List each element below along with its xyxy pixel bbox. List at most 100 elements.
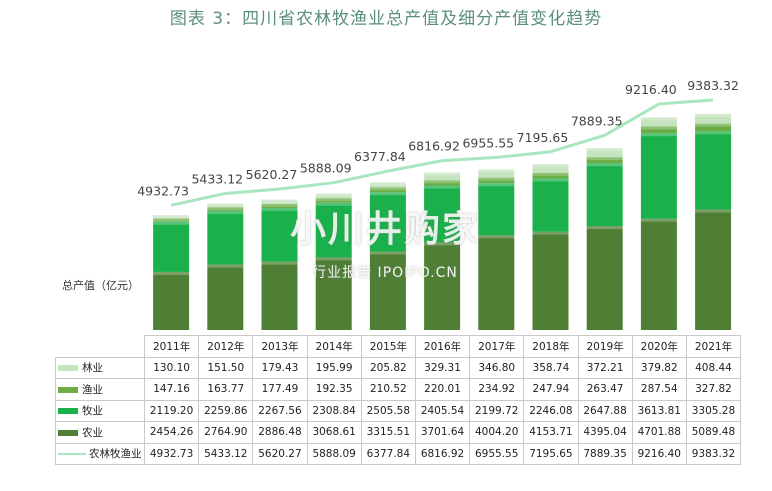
table-cell-agriculture-10: 5089.48 xyxy=(685,421,742,444)
table-cell-fishery-4: 210.52 xyxy=(360,378,416,401)
total-data-label-5: 6816.92 xyxy=(408,139,460,154)
legend-label-fishery: 渔业 xyxy=(82,383,103,396)
legend-label-livestock: 牧业 xyxy=(82,405,103,418)
bar-cap-forestry-5 xyxy=(424,172,461,176)
bar-cap-forestry-1 xyxy=(207,203,244,207)
bar-cap-livestock-0 xyxy=(153,221,190,225)
bar-cap-forestry-2 xyxy=(261,199,298,203)
table-cell-forestry-8: 372.21 xyxy=(577,356,633,379)
table-cell-total_line-7: 7195.65 xyxy=(523,442,579,465)
year-header-6: 2017年 xyxy=(469,335,525,358)
table-row-total_line: 农林牧渔业 4932.73 5433.12 5620.27 5888.09 6377.84… xyxy=(55,442,742,465)
table-cell-fishery-7: 247.94 xyxy=(523,378,579,401)
table-cell-total_line-1: 5433.12 xyxy=(198,442,254,465)
table-cell-agriculture-0: 2454.26 xyxy=(143,421,200,444)
table-cell-livestock-2: 2267.56 xyxy=(252,399,308,422)
bar-cap-forestry-7 xyxy=(532,164,569,168)
bar-cap-forestry-3 xyxy=(315,193,352,197)
bar-forestry-7 xyxy=(532,164,569,173)
bar-forestry-2 xyxy=(261,199,298,204)
bar-agriculture-8 xyxy=(586,226,623,330)
bar-cap-fishery-3 xyxy=(315,198,352,202)
bar-cap-livestock-5 xyxy=(424,185,461,189)
bar-cap-forestry-9 xyxy=(640,117,677,121)
bar-fishery-5 xyxy=(424,180,461,186)
legend-swatch-total_line xyxy=(58,453,86,456)
total-data-label-4: 6377.84 xyxy=(354,149,406,164)
table-cell-livestock-1: 2259.86 xyxy=(198,399,254,422)
legend-swatch-fishery xyxy=(58,386,78,393)
bar-cap-livestock-2 xyxy=(261,208,298,212)
bar-cap-forestry-10 xyxy=(695,113,732,117)
bar-livestock-4 xyxy=(369,192,406,252)
bar-cap-livestock-7 xyxy=(532,178,569,182)
bar-agriculture-4 xyxy=(369,251,406,330)
bar-forestry-6 xyxy=(478,169,515,178)
bar-cap-agriculture-6 xyxy=(478,235,515,239)
table-cell-total_line-3: 5888.09 xyxy=(306,442,362,465)
table-cell-livestock-3: 2308.84 xyxy=(306,399,362,422)
chart-title: 图表 3：四川省农林牧渔业总产值及细分产值变化趋势 xyxy=(169,9,603,29)
bar-fishery-7 xyxy=(532,172,569,179)
bar-livestock-7 xyxy=(532,178,569,232)
legend-entry-livestock: 牧业 xyxy=(55,399,145,422)
table-cell-livestock-9: 3613.81 xyxy=(631,399,687,422)
bar-cap-fishery-2 xyxy=(261,203,298,207)
bar-cap-livestock-4 xyxy=(369,192,406,196)
table-cell-fishery-2: 177.49 xyxy=(252,378,308,401)
total-data-label-0: 4932.73 xyxy=(137,183,189,198)
bar-cap-agriculture-9 xyxy=(640,218,677,222)
table-cell-agriculture-8: 4395.04 xyxy=(577,421,633,444)
table-cell-total_line-0: 4932.73 xyxy=(143,442,200,465)
table-cell-fishery-0: 147.16 xyxy=(143,378,200,401)
bar-forestry-5 xyxy=(424,172,461,181)
bar-agriculture-1 xyxy=(207,264,244,330)
total-data-label-3: 5888.09 xyxy=(300,161,352,176)
bar-agriculture-3 xyxy=(315,257,352,330)
bar-fishery-0 xyxy=(153,218,190,222)
bar-cap-fishery-0 xyxy=(153,218,190,222)
legend-swatch-livestock xyxy=(58,408,78,415)
table-cell-agriculture-5: 3701.64 xyxy=(414,421,471,444)
bar-forestry-3 xyxy=(315,193,352,199)
legend-entry-fishery: 渔业 xyxy=(55,378,145,401)
table-cell-agriculture-1: 2764.90 xyxy=(198,421,254,444)
table-cell-total_line-2: 5620.27 xyxy=(252,442,308,465)
table-cell-forestry-6: 346.80 xyxy=(469,356,525,379)
table-cell-forestry-10: 408.44 xyxy=(685,356,742,379)
table-cell-forestry-7: 358.74 xyxy=(523,356,579,379)
table-cell-fishery-10: 327.82 xyxy=(685,378,742,401)
bar-livestock-5 xyxy=(424,185,461,243)
year-header-row: 2011年 2012年 2013年 2014年 2015年 2016年 2017年 2018年… xyxy=(55,335,742,358)
table-cell-agriculture-6: 4004.20 xyxy=(469,421,525,444)
legend-entry-forestry: 林业 xyxy=(55,356,145,379)
bar-cap-agriculture-2 xyxy=(261,261,298,265)
table-cell-total_line-10: 9383.32 xyxy=(685,442,742,465)
bar-fishery-2 xyxy=(261,203,298,209)
table-cell-forestry-9: 379.82 xyxy=(631,356,687,379)
bar-livestock-2 xyxy=(261,208,298,262)
table-cell-total_line-9: 9216.40 xyxy=(631,442,687,465)
bar-cap-fishery-1 xyxy=(207,207,244,211)
bar-livestock-6 xyxy=(478,183,515,236)
bar-cap-fishery-6 xyxy=(478,177,515,181)
table-row-forestry: 林业 130.10 151.50 179.43 195.99 205.82 329.31 34… xyxy=(55,356,742,379)
bar-cap-agriculture-4 xyxy=(369,251,406,255)
bar-forestry-0 xyxy=(153,215,190,219)
table-cell-fishery-3: 192.35 xyxy=(306,378,362,401)
table-cell-forestry-1: 151.50 xyxy=(198,356,254,379)
table-cell-total_line-8: 7889.35 xyxy=(577,442,633,465)
bar-cap-agriculture-8 xyxy=(586,226,623,230)
watermark-sub: 行业报告 IPOIPO.CN xyxy=(312,265,458,281)
legend-entry-agriculture: 农业 xyxy=(55,421,145,444)
table-cell-forestry-3: 195.99 xyxy=(306,356,362,379)
bar-cap-forestry-8 xyxy=(586,148,623,152)
bar-fishery-1 xyxy=(207,207,244,212)
table-cell-forestry-5: 329.31 xyxy=(414,356,471,379)
bar-cap-livestock-3 xyxy=(315,202,352,206)
bar-fishery-9 xyxy=(640,126,677,134)
bar-cap-livestock-8 xyxy=(586,163,623,167)
total-data-label-6: 6955.55 xyxy=(462,135,514,150)
bar-cap-agriculture-1 xyxy=(207,264,244,268)
